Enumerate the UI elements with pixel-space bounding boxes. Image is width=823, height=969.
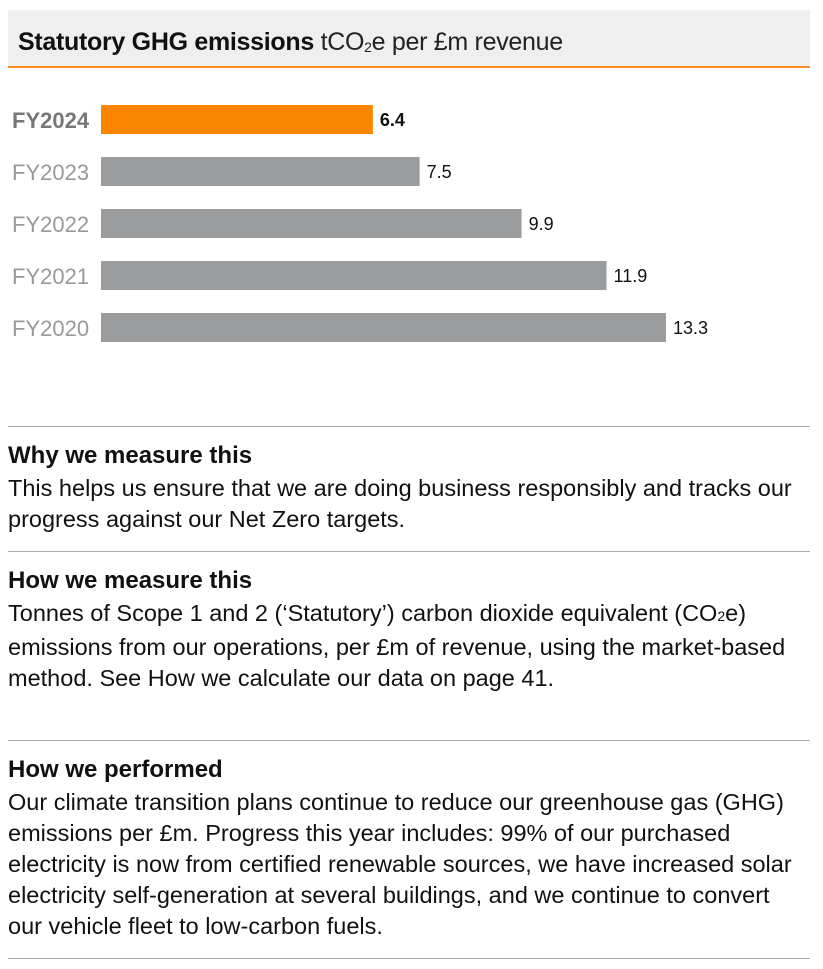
bar-FY2022 xyxy=(101,209,522,238)
section-why: Why we measure this This helps us ensure… xyxy=(8,426,810,535)
unit-post: e per £m revenue xyxy=(371,28,563,56)
bar-FY2020 xyxy=(101,313,666,342)
section-heading: How we performed xyxy=(8,756,223,783)
unit-pre: tCO xyxy=(320,28,365,56)
body-sub: 2 xyxy=(717,608,726,624)
section-body: Tonnes of Scope 1 and 2 (‘Statutory’) ca… xyxy=(8,598,810,694)
bar-FY2023 xyxy=(101,157,420,186)
chart-title: Statutory GHG emissions tCO2e per £m rev… xyxy=(18,28,563,57)
section-performed: How we performed Our climate transition … xyxy=(8,740,810,942)
category-label: FY2024 xyxy=(12,108,90,133)
title-unit: tCO2e per £m revenue xyxy=(320,28,564,56)
value-label: 7.5 xyxy=(427,162,452,182)
value-label: 11.9 xyxy=(614,266,648,286)
category-label: FY2022 xyxy=(12,212,89,237)
section-heading: How we measure this xyxy=(8,567,253,594)
value-label: 9.9 xyxy=(529,214,554,234)
body-post: e) emissions from our operations, per £m… xyxy=(8,600,786,691)
title-bold: Statutory GHG emissions xyxy=(18,28,314,56)
bar-FY2021 xyxy=(101,261,607,290)
chart-header: Statutory GHG emissions tCO2e per £m rev… xyxy=(8,10,810,68)
section-heading: Why we measure this xyxy=(8,442,253,469)
category-label: FY2020 xyxy=(12,316,89,341)
bar-FY2024 xyxy=(101,105,373,134)
bar-chart: FY2024 6.4 FY2023 7.5 FY2022 9.9 FY2021 11.9 FY2… xyxy=(12,105,708,342)
unit-sub: 2 xyxy=(364,39,372,55)
section-how-measure: How we measure this Tonnes of Scope 1 an… xyxy=(8,551,810,694)
category-label: FY2021 xyxy=(12,264,89,289)
category-label: FY2023 xyxy=(12,160,89,185)
body-pre: Tonnes of Scope 1 and 2 (‘Statutory’) ca… xyxy=(8,600,718,626)
section-body: Our climate transition plans continue to… xyxy=(8,789,792,939)
value-label: 13.3 xyxy=(673,318,708,338)
section-body: This helps us ensure that we are doing b… xyxy=(8,475,792,532)
bottom-divider xyxy=(8,958,810,959)
value-label: 6.4 xyxy=(380,110,405,130)
